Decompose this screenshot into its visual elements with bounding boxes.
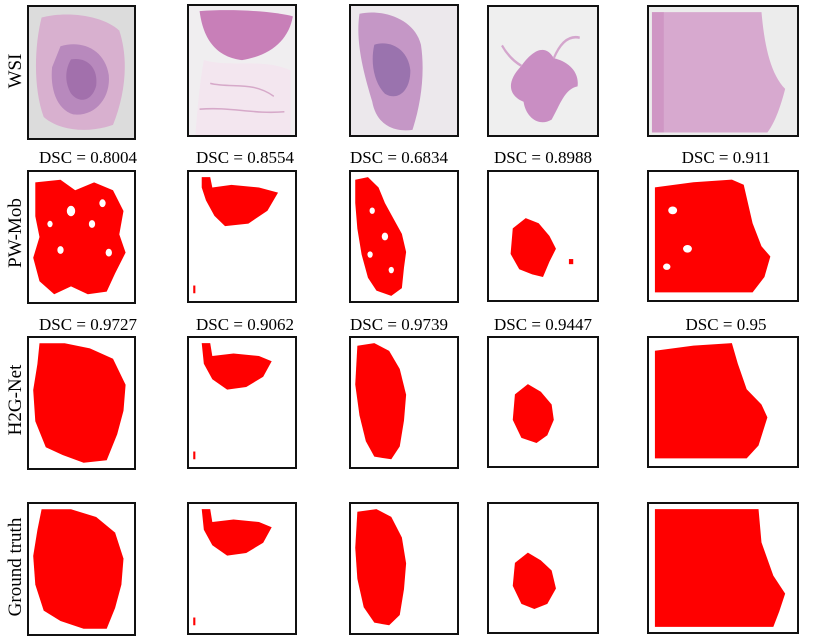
row-label-ground-truth: Ground truth [5, 517, 26, 617]
pw-mob-mask-2 [187, 170, 297, 303]
row-label-wsi: WSI [5, 53, 26, 89]
h2g-net-mask-3 [349, 336, 459, 469]
wsi-image-5 [649, 7, 797, 135]
wsi-image-4 [489, 7, 597, 135]
wsi-image-2 [189, 6, 295, 135]
wsi-thumbnail-5 [647, 5, 799, 137]
wsi-thumbnail-2 [187, 4, 297, 137]
h2g-net-mask-2 [187, 336, 297, 469]
pw-mob-dsc-2: DSC = 0.8554 [196, 148, 294, 167]
ground-truth-mask-2 [187, 502, 297, 635]
pw-mob-dsc-4: DSC = 0.8988 [494, 148, 592, 167]
h2g-net-dsc-3: DSC = 0.9739 [350, 315, 448, 334]
h2g-net-dsc-4: DSC = 0.9447 [494, 315, 592, 334]
pw-mob-dsc-3: DSC = 0.6834 [350, 148, 448, 167]
row-label-h2g-net: H2G-Net [5, 364, 26, 436]
wsi-thumbnail-4 [487, 5, 599, 137]
wsi-thumbnail-3 [349, 4, 459, 137]
pw-mob-mask-4 [487, 170, 599, 302]
pw-mob-mask-1 [27, 170, 136, 304]
ground-truth-mask-3 [349, 502, 459, 635]
h2g-net-mask-1 [27, 336, 136, 470]
h2g-net-dsc-2: DSC = 0.9062 [196, 315, 294, 334]
pw-mob-mask-3 [349, 170, 459, 303]
pw-mob-mask-5 [647, 170, 799, 302]
h2g-net-mask-4 [487, 336, 599, 468]
wsi-image-3 [351, 6, 457, 135]
row-label-pw-mob: PW-Mob [5, 198, 26, 268]
wsi-thumbnail-1 [27, 5, 136, 140]
pw-mob-dsc-5: DSC = 0.911 [681, 148, 771, 167]
h2g-net-dsc-1: DSC = 0.9727 [39, 315, 137, 334]
ground-truth-mask-5 [647, 502, 799, 634]
wsi-image-1 [35, 14, 125, 130]
pw-mob-dsc-1: DSC = 0.8004 [39, 148, 137, 167]
ground-truth-mask-1 [27, 502, 136, 636]
ground-truth-mask-4 [487, 502, 599, 634]
h2g-net-dsc-5: DSC = 0.95 [685, 315, 767, 334]
h2g-net-mask-5 [647, 336, 799, 468]
